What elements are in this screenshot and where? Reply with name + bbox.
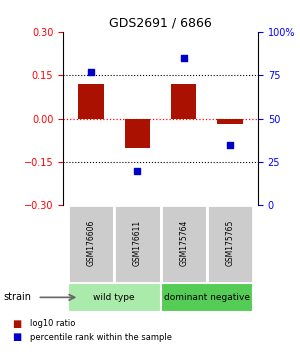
Text: percentile rank within the sample: percentile rank within the sample <box>30 333 172 342</box>
Point <box>181 55 186 61</box>
Bar <box>114 205 160 283</box>
Text: dominant negative: dominant negative <box>164 293 250 302</box>
Bar <box>207 205 253 283</box>
Text: wild type: wild type <box>93 293 135 302</box>
Bar <box>68 205 114 283</box>
Bar <box>160 205 207 283</box>
Bar <box>160 283 254 312</box>
Text: GSM176606: GSM176606 <box>86 219 95 266</box>
Point <box>228 142 232 147</box>
Text: GSM175765: GSM175765 <box>226 219 235 266</box>
Text: GSM175764: GSM175764 <box>179 219 188 266</box>
Text: ■: ■ <box>12 319 21 329</box>
Text: log10 ratio: log10 ratio <box>30 319 75 329</box>
Bar <box>218 119 243 124</box>
Text: strain: strain <box>3 292 31 302</box>
Bar <box>171 84 196 119</box>
Bar <box>124 119 150 148</box>
Text: GSM176611: GSM176611 <box>133 219 142 266</box>
Text: ■: ■ <box>12 332 21 342</box>
Bar <box>68 283 160 312</box>
Point <box>135 168 140 173</box>
Point <box>88 69 93 75</box>
Bar <box>78 84 103 119</box>
Title: GDS2691 / 6866: GDS2691 / 6866 <box>109 16 212 29</box>
